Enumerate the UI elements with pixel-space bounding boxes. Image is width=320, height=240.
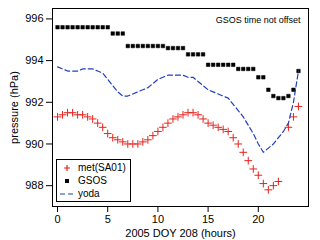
svg-text:996: 996 [25, 12, 43, 24]
html-text:GSOS: GSOS [78, 175, 107, 186]
html-text:met(SA01): met(SA01) [78, 162, 126, 173]
svg-text:5: 5 [105, 213, 111, 225]
svg-text:0: 0 [54, 213, 60, 225]
svg-text:2005 DOY 208 (hours): 2005 DOY 208 (hours) [125, 227, 235, 239]
svg-text:992: 992 [25, 96, 43, 108]
svg-text:pressure (hPa): pressure (hPa) [8, 71, 20, 144]
svg-text:GSOS time not offset: GSOS time not offset [216, 15, 301, 25]
svg-text:15: 15 [202, 213, 214, 225]
html-text:yoda: yoda [78, 188, 100, 199]
svg-text:990: 990 [25, 137, 43, 149]
svg-text:994: 994 [25, 54, 43, 66]
svg-text:988: 988 [25, 179, 43, 191]
svg-text:20: 20 [252, 213, 264, 225]
svg-text:10: 10 [152, 213, 164, 225]
